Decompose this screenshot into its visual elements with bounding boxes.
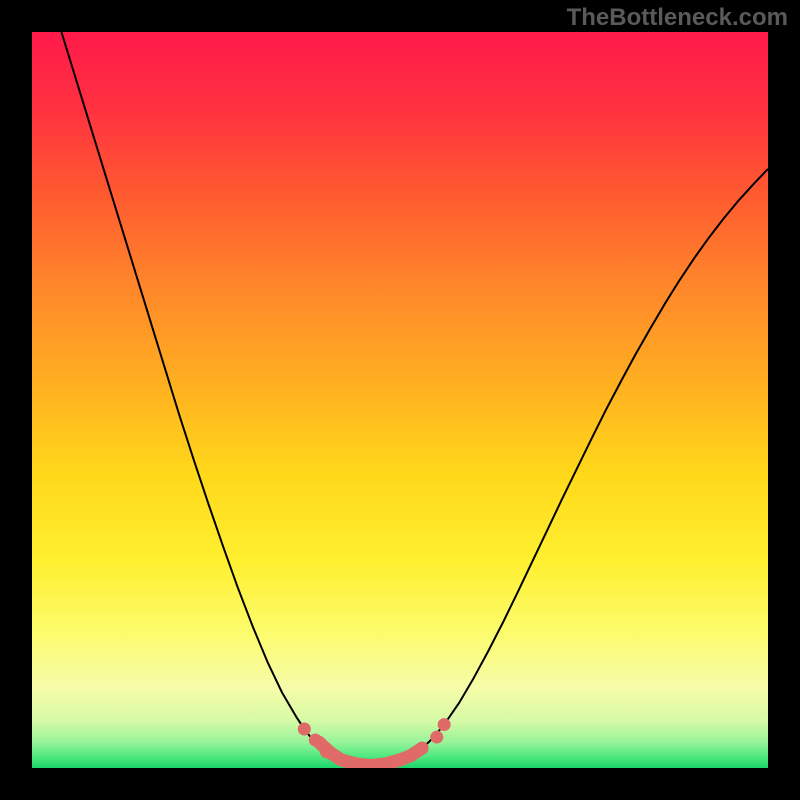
highlight-dot — [309, 734, 322, 747]
bottleneck-chart — [0, 0, 800, 800]
highlight-dot — [438, 718, 451, 731]
highlight-dot — [405, 749, 418, 762]
highlight-dot — [416, 742, 429, 755]
chart-background — [32, 32, 768, 768]
highlight-dot — [335, 753, 348, 766]
highlight-dot — [320, 745, 333, 758]
highlight-dot — [430, 731, 443, 744]
highlight-dot — [298, 722, 311, 735]
watermark-text: TheBottleneck.com — [567, 4, 788, 32]
